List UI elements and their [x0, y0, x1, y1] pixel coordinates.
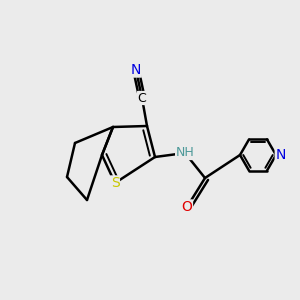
- Text: N: N: [275, 148, 286, 162]
- Text: C: C: [138, 92, 146, 104]
- Text: S: S: [111, 176, 119, 190]
- Text: N: N: [131, 63, 141, 77]
- Text: O: O: [182, 200, 192, 214]
- Text: NH: NH: [176, 146, 194, 160]
